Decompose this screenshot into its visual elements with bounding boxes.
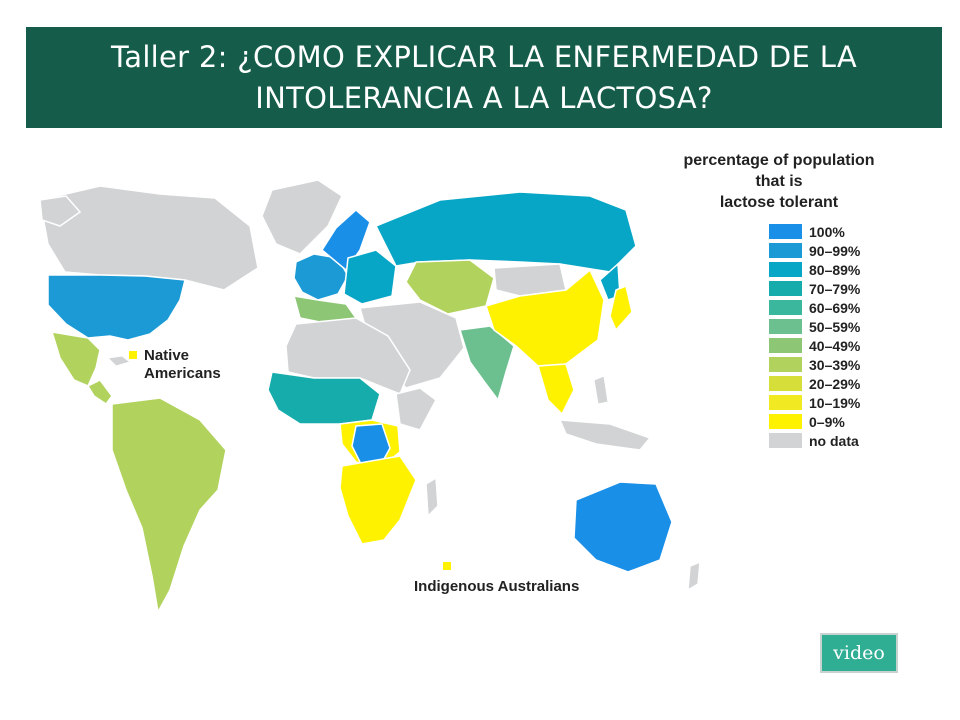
- mexico: [50, 331, 101, 387]
- eastern-europe: [343, 249, 397, 305]
- legend-item: 100%: [769, 223, 926, 240]
- legend-title-line3: lactose tolerant: [719, 194, 839, 211]
- legend-title-line2: that is: [755, 173, 803, 190]
- legend-label: 70–79%: [809, 280, 861, 297]
- legend-label: 80–89%: [809, 261, 861, 278]
- legend-swatch: [769, 338, 802, 353]
- new-zealand: [687, 560, 701, 592]
- horn-of-africa: [395, 387, 437, 431]
- south-america: [111, 397, 227, 615]
- video-button[interactable]: video: [820, 633, 898, 673]
- southern-africa: [339, 455, 417, 545]
- legend-item: 70–79%: [769, 280, 926, 297]
- legend-item: 80–89%: [769, 261, 926, 278]
- legend-item: 0–9%: [769, 413, 926, 430]
- southeast-asia: [537, 363, 575, 416]
- legend-label: 10–19%: [809, 394, 861, 411]
- central-america: [86, 379, 113, 406]
- legend-item: 60–69%: [769, 299, 926, 316]
- japan: [609, 284, 633, 332]
- russia: [374, 191, 637, 273]
- central-asia: [405, 259, 495, 315]
- native-americans-label: Native Americans: [144, 347, 221, 383]
- west-africa: [267, 371, 381, 425]
- legend-item: no data: [769, 432, 926, 449]
- legend: percentage of population that is lactose…: [666, 150, 926, 451]
- philippines: [593, 375, 609, 405]
- legend-label: 40–49%: [809, 337, 861, 354]
- north-africa: [285, 317, 411, 395]
- legend-label: 30–39%: [809, 356, 861, 373]
- legend-label: 20–29%: [809, 375, 861, 392]
- indonesia: [558, 419, 652, 451]
- legend-swatch: [769, 224, 802, 239]
- greenland: [261, 179, 343, 255]
- indigenous-australians-swatch: [443, 562, 451, 570]
- legend-swatch: [769, 319, 802, 334]
- legend-item: 30–39%: [769, 356, 926, 373]
- legend-swatch: [769, 414, 802, 429]
- legend-swatch: [769, 243, 802, 258]
- legend-label: 100%: [809, 223, 845, 240]
- native-americans-line1: Native: [144, 347, 190, 364]
- madagascar: [425, 476, 439, 518]
- title-banner: Taller 2: ¿COMO EXPLICAR LA ENFERMEDAD D…: [26, 27, 942, 128]
- china: [485, 268, 605, 367]
- native-americans-line2: Americans: [144, 365, 221, 382]
- legend-label: 90–99%: [809, 242, 861, 259]
- legend-swatch: [769, 262, 802, 277]
- australia: [573, 481, 673, 573]
- indigenous-australians-label: Indigenous Australians: [414, 578, 580, 595]
- legend-swatch: [769, 376, 802, 391]
- legend-swatch: [769, 300, 802, 315]
- legend-label: 60–69%: [809, 299, 861, 316]
- legend-items: 100% 90–99% 80–89% 70–79% 60–69% 50–59% 40–49%…: [769, 223, 926, 449]
- legend-swatch: [769, 281, 802, 296]
- legend-swatch: [769, 433, 802, 448]
- page-title: Taller 2: ¿COMO EXPLICAR LA ENFERMEDAD D…: [111, 39, 857, 115]
- legend-swatch: [769, 395, 802, 410]
- legend-item: 40–49%: [769, 337, 926, 354]
- caribbean: [106, 355, 132, 367]
- legend-title-line1: percentage of population: [683, 152, 875, 169]
- legend-title: percentage of population that is lactose…: [666, 150, 892, 213]
- native-americans-swatch: [129, 351, 137, 359]
- western-europe: [293, 253, 349, 301]
- legend-item: 20–29%: [769, 375, 926, 392]
- canada: [39, 185, 259, 291]
- legend-label: 0–9%: [809, 413, 845, 430]
- legend-label: 50–59%: [809, 318, 861, 335]
- legend-swatch: [769, 357, 802, 372]
- legend-item: 50–59%: [769, 318, 926, 335]
- legend-item: 90–99%: [769, 242, 926, 259]
- usa: [47, 274, 186, 341]
- legend-item: 10–19%: [769, 394, 926, 411]
- legend-label: no data: [809, 432, 859, 449]
- alaska: [39, 195, 82, 227]
